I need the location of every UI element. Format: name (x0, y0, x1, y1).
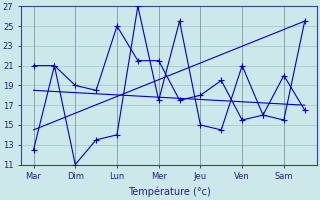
X-axis label: Température (°c): Température (°c) (128, 187, 211, 197)
